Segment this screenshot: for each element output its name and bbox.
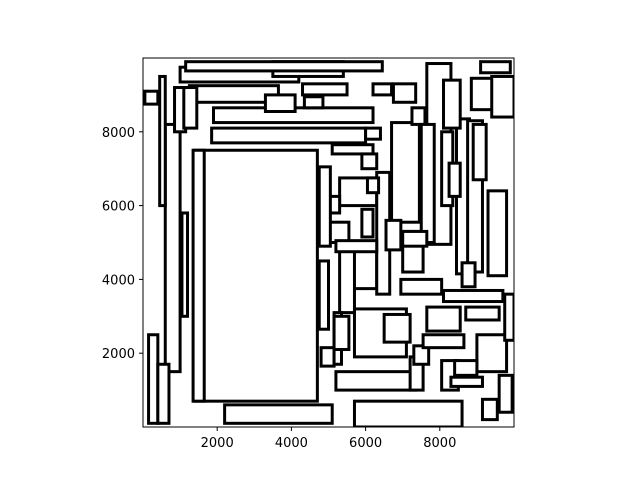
rectangle-61 bbox=[442, 78, 462, 130]
rectangle-63 bbox=[419, 122, 436, 244]
rectangle-34 bbox=[399, 277, 444, 296]
rectangle-45 bbox=[503, 292, 514, 342]
x-axis: 2000 4000 6000 8000 bbox=[201, 427, 456, 451]
rectangle-14 bbox=[210, 126, 368, 145]
rectangle-35 bbox=[317, 259, 331, 331]
rectangle-28 bbox=[442, 288, 505, 304]
y-tick-label: 6000 bbox=[102, 200, 135, 215]
rectangle-42 bbox=[449, 375, 484, 388]
rectangle-32 bbox=[360, 207, 375, 239]
rectangle-37 bbox=[319, 346, 336, 368]
rectangle-5 bbox=[334, 370, 418, 392]
rectangle-6 bbox=[352, 399, 464, 427]
y-tick-label: 2000 bbox=[102, 347, 135, 362]
rectangle-13 bbox=[486, 189, 509, 278]
rectangle-60 bbox=[410, 106, 427, 126]
x-tick-label: 8000 bbox=[423, 436, 456, 451]
rectangle-67 bbox=[360, 152, 379, 171]
rectangles-layer bbox=[143, 60, 514, 427]
rectangle-44 bbox=[497, 373, 514, 414]
rectangle-36 bbox=[317, 165, 332, 248]
rectangle-47 bbox=[460, 261, 477, 289]
rectangle-66 bbox=[401, 229, 429, 248]
rectangle-19 bbox=[302, 95, 325, 110]
rectangle-18 bbox=[263, 93, 297, 114]
rectangle-73 bbox=[471, 122, 488, 182]
rectangle-24 bbox=[382, 312, 412, 344]
rectangle-59 bbox=[371, 82, 394, 97]
rectangle-50 bbox=[143, 89, 160, 106]
rectangle-70 bbox=[184, 60, 384, 73]
rectangle-55 bbox=[182, 86, 199, 130]
rectangle-33 bbox=[334, 239, 379, 254]
plot-area-frame bbox=[142, 57, 515, 428]
rectangle-71 bbox=[332, 314, 351, 352]
rectangle-46 bbox=[464, 305, 501, 322]
rectangle-52 bbox=[156, 362, 171, 425]
rectangle-9 bbox=[425, 305, 462, 333]
y-tick-label: 8000 bbox=[102, 126, 135, 141]
x-tick-label: 4000 bbox=[275, 436, 308, 451]
rectangle-39 bbox=[412, 344, 431, 366]
rectangle-41 bbox=[421, 333, 466, 350]
rectangle-49 bbox=[158, 74, 167, 208]
y-axis: 2000 4000 6000 8000 bbox=[102, 126, 143, 362]
rectangle-7 bbox=[475, 333, 509, 374]
rectangle-3 bbox=[390, 121, 421, 224]
rectangle-40 bbox=[453, 359, 479, 377]
rectangle-58 bbox=[391, 82, 418, 104]
x-tick-label: 2000 bbox=[201, 436, 234, 451]
rectangle-0 bbox=[193, 148, 319, 403]
rectangle-68 bbox=[223, 403, 334, 425]
rectangle-48 bbox=[163, 122, 182, 374]
x-tick-label: 6000 bbox=[349, 436, 382, 451]
rectangle-29 bbox=[338, 248, 356, 315]
rectangle-56 bbox=[191, 148, 206, 403]
rectangle-72 bbox=[447, 161, 462, 198]
rectangle-57 bbox=[364, 126, 382, 141]
y-tick-label: 4000 bbox=[102, 273, 135, 288]
rectangle-21 bbox=[330, 143, 375, 156]
rectangle-74 bbox=[479, 60, 512, 75]
rectangle-20 bbox=[301, 82, 349, 97]
rectangle-43 bbox=[480, 397, 499, 422]
rectangle-11 bbox=[490, 74, 514, 119]
rectangle-65 bbox=[384, 218, 403, 252]
rectangle-54 bbox=[180, 211, 190, 318]
rectangle-64 bbox=[365, 176, 381, 195]
